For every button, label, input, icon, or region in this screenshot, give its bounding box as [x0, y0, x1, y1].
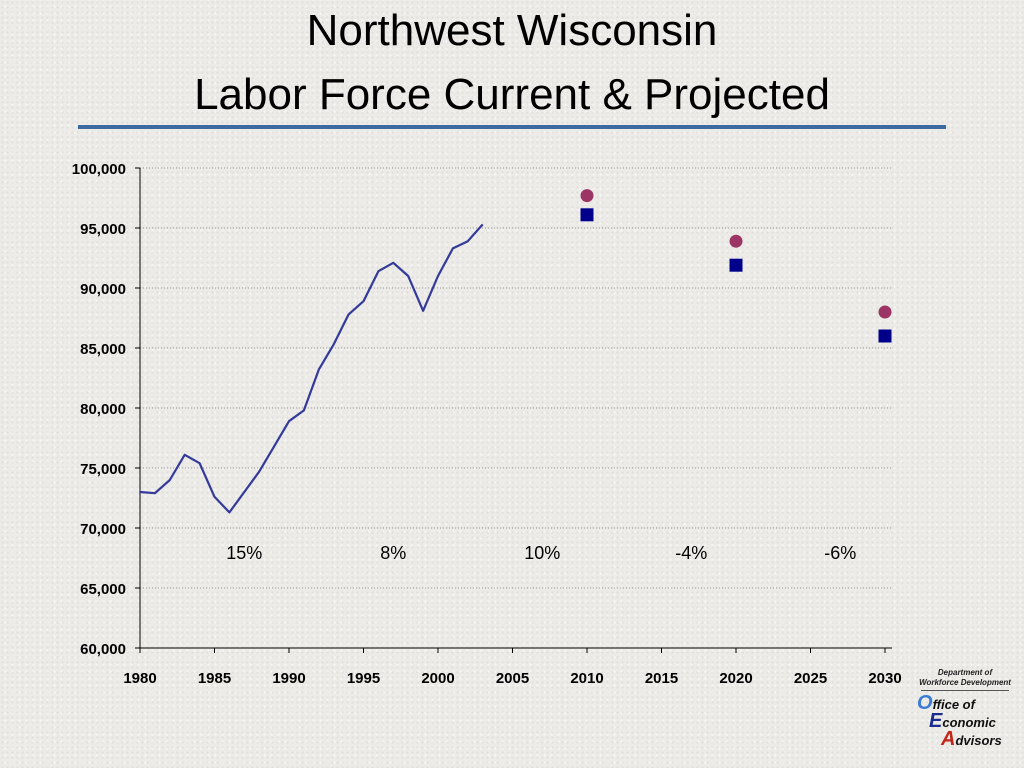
- slide-title-line-2: Labor Force Current & Projected: [194, 70, 830, 119]
- logo-divider: [921, 690, 1009, 691]
- growth-annotation-2: 10%: [524, 543, 560, 563]
- y-tick-label-7: 95,000: [80, 221, 126, 238]
- y-tick-label-5: 85,000: [80, 341, 126, 358]
- y-tick-label-8: 100,000: [72, 161, 126, 178]
- y-tick-label-3: 75,000: [80, 461, 126, 478]
- x-tick-label-8: 2020: [719, 670, 752, 687]
- title-underline-rule: [78, 125, 946, 129]
- x-tick-label-6: 2010: [570, 670, 603, 687]
- oea-logo: Department of Workforce Development Offi…: [915, 668, 1015, 764]
- growth-annotation-0: 15%: [226, 543, 262, 563]
- growth-annotation-4: -6%: [824, 543, 856, 563]
- series-historical-line: [139, 223, 484, 514]
- logo-dept-text: Department of Workforce Development: [915, 668, 1015, 688]
- logo-line-advisors: Advisors: [941, 728, 1015, 750]
- slide-title-line-1: Northwest Wisconsin: [306, 6, 718, 55]
- growth-annotation-1: 8%: [380, 543, 406, 563]
- x-tick-label-4: 2000: [421, 670, 454, 687]
- x-tick-label-0: 1980: [123, 670, 156, 687]
- x-tick-label-5: 2005: [496, 670, 529, 687]
- y-tick-label-4: 80,000: [80, 401, 126, 418]
- logo-text-economic: conomic: [942, 715, 996, 730]
- y-tick-label-6: 90,000: [80, 281, 126, 298]
- logo-initial-e: E: [929, 710, 943, 732]
- logo-text-advisors: dvisors: [955, 733, 1002, 748]
- circle-marker-2030: [878, 305, 892, 319]
- logo-text-office: ffice of: [932, 697, 975, 712]
- logo-dept-line-1: Department of: [937, 668, 993, 677]
- logo-line-economic: Economic: [929, 710, 1015, 732]
- circle-marker-2020: [729, 234, 743, 248]
- logo-initial-o: O: [917, 692, 933, 714]
- x-tick-label-10: 2030: [868, 670, 901, 687]
- logo-dept-line-2: Workforce Development: [919, 678, 1011, 687]
- y-tick-label-0: 60,000: [80, 641, 126, 658]
- square-marker-2020: [729, 258, 743, 272]
- logo-initial-a: A: [941, 728, 956, 750]
- x-tick-label-3: 1995: [347, 670, 380, 687]
- x-tick-label-1: 1985: [198, 670, 231, 687]
- square-marker-2030: [878, 329, 892, 343]
- y-tick-label-1: 65,000: [80, 581, 126, 598]
- x-tick-label-9: 2025: [794, 670, 827, 687]
- x-tick-label-2: 1990: [272, 670, 305, 687]
- x-tick-label-7: 2015: [645, 670, 678, 687]
- circle-marker-2010: [580, 189, 594, 203]
- square-marker-2010: [580, 208, 594, 222]
- growth-annotation-3: -4%: [675, 543, 707, 563]
- logo-line-office: Office of: [917, 692, 1015, 714]
- y-tick-label-2: 70,000: [80, 521, 126, 538]
